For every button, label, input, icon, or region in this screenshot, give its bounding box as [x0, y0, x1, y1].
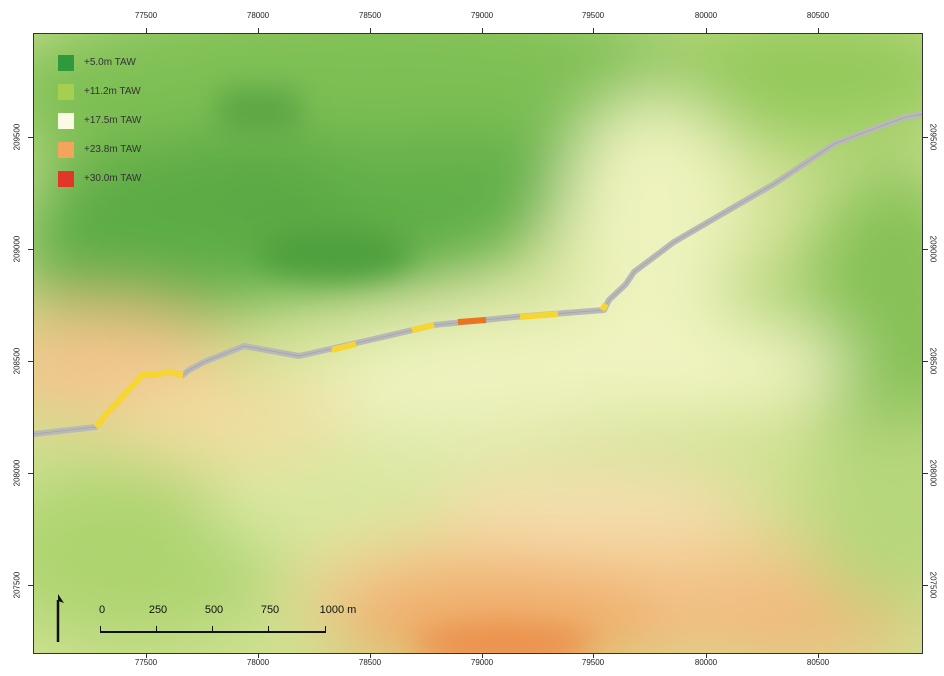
north-arrow-icon [56, 594, 64, 642]
axis-tick-label: 209500 [928, 123, 938, 151]
legend-item: +30.0m TAW [58, 164, 141, 193]
axis-tick-label: 207500 [12, 571, 22, 599]
axis-tick-mark [258, 28, 259, 33]
terrain-shading [34, 34, 922, 653]
axis-tick-label: 77500 [134, 11, 158, 20]
axis-tick-label: 79000 [470, 658, 494, 667]
axis-tick-mark [923, 585, 928, 586]
axis-tick-mark [258, 654, 259, 658]
axis-tick-mark [482, 654, 483, 658]
legend-label: +11.2m TAW [84, 86, 141, 97]
axis-tick-label: 208000 [928, 459, 938, 487]
axis-tick-mark [593, 28, 594, 33]
axis-tick-mark [28, 137, 33, 138]
axis-tick-mark [28, 249, 33, 250]
axis-tick-mark [593, 654, 594, 658]
axis-tick-label: 78500 [358, 658, 382, 667]
route-segment-yellow [599, 302, 609, 312]
axis-tick-label: 78000 [246, 11, 270, 20]
axis-tick-label: 80500 [806, 658, 830, 667]
axis-tick-label: 78500 [358, 11, 382, 20]
scale-bar: 0 250 500 750 1000 m [98, 604, 356, 634]
legend-label: +17.5m TAW [84, 115, 142, 126]
axis-tick-mark [923, 249, 928, 250]
legend-label: +5.0m TAW [84, 57, 136, 68]
scale-label: 0 [98, 604, 106, 616]
legend-swatch [58, 83, 74, 100]
axis-tick-mark [28, 473, 33, 474]
legend-item: +23.8m TAW [58, 135, 141, 164]
axis-tick-label: 208500 [928, 347, 938, 375]
axis-tick-label: 77500 [134, 658, 158, 667]
axis-tick-label: 80500 [806, 11, 830, 20]
legend: +5.0m TAW +11.2m TAW +17.5m TAW +23.8m T… [58, 48, 141, 193]
axis-tick-mark [370, 28, 371, 33]
axis-tick-mark [923, 473, 928, 474]
axis-tick-mark [923, 137, 928, 138]
legend-swatch [58, 112, 74, 129]
route-segment-yellow [519, 311, 559, 320]
axis-tick-mark [706, 654, 707, 658]
axis-tick-label: 208000 [12, 459, 22, 487]
axis-tick-label: 80000 [694, 11, 718, 20]
axis-tick-mark [818, 654, 819, 658]
route-segment-yellow [93, 369, 184, 429]
axis-tick-label: 209000 [12, 235, 22, 263]
axis-tick-mark [923, 361, 928, 362]
scale-tick [212, 626, 213, 633]
axis-tick-mark [146, 654, 147, 658]
axis-tick-label: 208500 [12, 347, 22, 375]
axis-tick-mark [482, 28, 483, 33]
axis-tick-label: 209500 [12, 123, 22, 151]
legend-item: +11.2m TAW [58, 77, 141, 106]
route-segment-yellow [331, 341, 357, 353]
axis-tick-mark [370, 654, 371, 658]
axis-tick-mark [706, 28, 707, 33]
scale-label: 250 [148, 604, 168, 616]
axis-tick-label: 80000 [694, 658, 718, 667]
legend-swatch [58, 170, 74, 187]
legend-item: +17.5m TAW [58, 106, 141, 135]
map-frame[interactable] [33, 33, 923, 654]
axis-tick-mark [28, 585, 33, 586]
route-segment-orange [457, 317, 487, 325]
legend-swatch [58, 54, 74, 71]
scale-tick [100, 626, 101, 633]
axis-tick-mark [146, 28, 147, 33]
axis-tick-label: 78000 [246, 658, 270, 667]
terrain-detail [219, 89, 594, 653]
axis-tick-mark [818, 28, 819, 33]
scale-tick [325, 626, 326, 633]
axis-tick-label: 79500 [581, 11, 605, 20]
axis-tick-mark [28, 361, 33, 362]
axis-tick-label: 207500 [928, 571, 938, 599]
legend-label: +30.0m TAW [84, 173, 142, 184]
legend-label: +23.8m TAW [84, 144, 142, 155]
scale-line [100, 631, 326, 633]
scale-label: 1000 m [319, 604, 357, 616]
axis-tick-label: 209000 [928, 235, 938, 263]
elevation-map [34, 34, 922, 653]
scale-label: 500 [204, 604, 224, 616]
legend-item: +5.0m TAW [58, 48, 141, 77]
scale-tick [156, 626, 157, 633]
scale-tick [268, 626, 269, 633]
axis-tick-label: 79500 [581, 658, 605, 667]
legend-swatch [58, 141, 74, 158]
scale-label: 750 [260, 604, 280, 616]
route-segment-yellow [411, 322, 435, 333]
axis-tick-label: 79000 [470, 11, 494, 20]
